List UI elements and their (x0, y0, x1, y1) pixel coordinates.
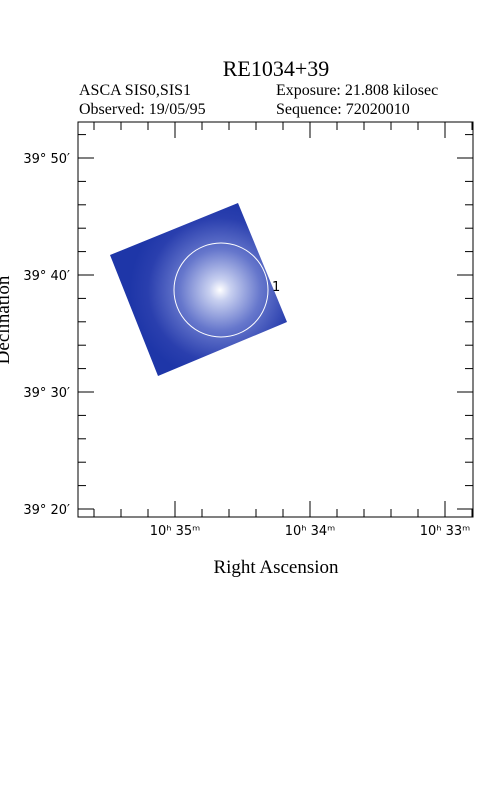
sky-image (110, 203, 287, 376)
y-axis-label: Declination (0, 275, 14, 364)
x-tick-label: 10ʰ 34ᵐ (285, 524, 336, 539)
y-tick-label: 39° 30′ (23, 386, 70, 401)
ticks (78, 122, 473, 517)
x-tick-label: 10ʰ 33ᵐ (420, 524, 471, 539)
sequence: Sequence: 72020010 (276, 101, 410, 118)
instrument: ASCA SIS0,SIS1 (79, 82, 191, 99)
y-tick-label: 39° 40′ (23, 269, 70, 284)
source-region (173, 242, 269, 338)
exposure: Exposure: 21.808 kilosec (276, 82, 438, 99)
title: RE1034+39 (223, 56, 330, 81)
observed: Observed: 19/05/95 (79, 101, 206, 118)
x-axis-label: Right Ascension (213, 557, 339, 578)
x-tick-label: 10ʰ 35ᵐ (150, 524, 201, 539)
y-tick-label: 39° 20′ (23, 503, 70, 518)
plot-frame (77, 121, 474, 518)
source-label: 1 (272, 280, 280, 295)
y-tick-label: 39° 50′ (23, 152, 70, 167)
tick-labels: 39° 50′ 39° 40′ 39° 30′ 39° 20′ 10ʰ 35ᵐ 10ʰ 3… (23, 152, 470, 539)
